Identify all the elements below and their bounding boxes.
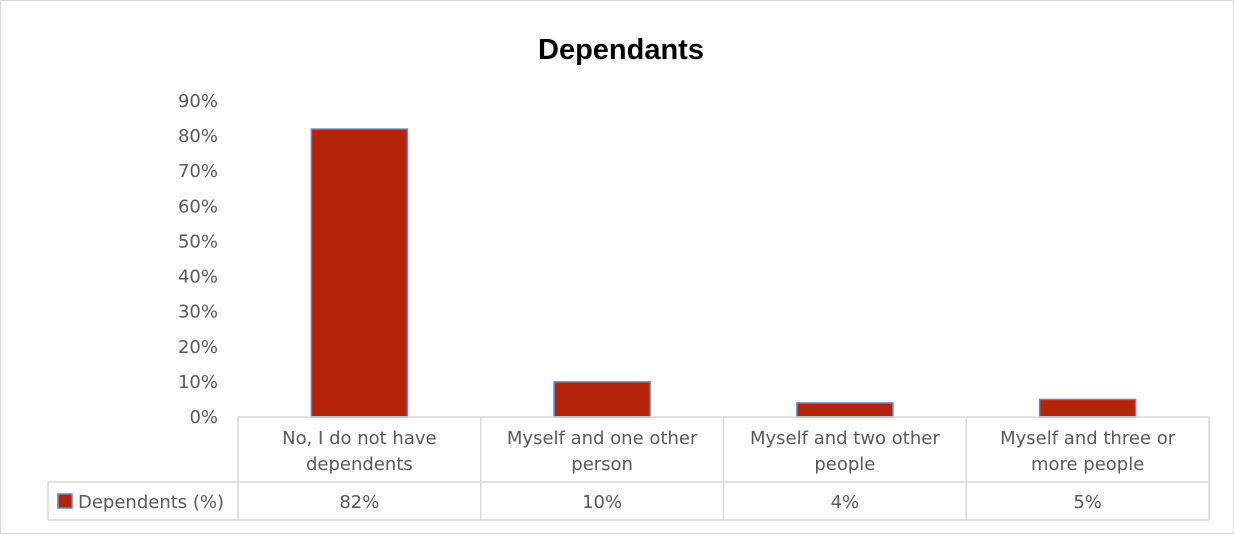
chart-title: Dependants bbox=[538, 34, 704, 66]
y-tick-label: 90% bbox=[178, 91, 218, 112]
y-tick-label: 80% bbox=[178, 126, 218, 147]
y-tick-label: 60% bbox=[178, 196, 218, 217]
bar bbox=[796, 402, 894, 418]
y-tick-label: 30% bbox=[178, 302, 218, 323]
legend-key-swatch bbox=[57, 493, 73, 509]
data-label: 10% bbox=[582, 492, 622, 513]
y-tick-label: 70% bbox=[178, 161, 218, 182]
y-tick-label: 20% bbox=[178, 337, 218, 358]
category-label: Myself and two other people bbox=[750, 428, 940, 475]
y-axis: 0% 10% 20% 30% 40% 50% 60% 70% 80% 90% bbox=[178, 91, 218, 428]
bars bbox=[310, 128, 1137, 418]
y-tick-label: 10% bbox=[178, 372, 218, 393]
data-label: 82% bbox=[339, 492, 379, 513]
category-label: No, I do not have dependents bbox=[282, 428, 436, 475]
data-table: No, I do not have dependents Myself and on… bbox=[47, 416, 1210, 521]
y-tick-label: 50% bbox=[178, 231, 218, 252]
category-label: Myself and three or more people bbox=[1000, 428, 1176, 475]
data-label: 5% bbox=[1073, 492, 1102, 513]
legend-series-name: Dependents (%) bbox=[78, 492, 224, 513]
y-tick-label: 40% bbox=[178, 267, 218, 288]
bar bbox=[1038, 398, 1137, 418]
y-tick-label: 0% bbox=[189, 407, 218, 428]
bar bbox=[553, 381, 651, 418]
bar bbox=[310, 128, 409, 418]
category-label: Myself and one other person bbox=[507, 428, 698, 475]
data-label: 4% bbox=[831, 492, 860, 513]
